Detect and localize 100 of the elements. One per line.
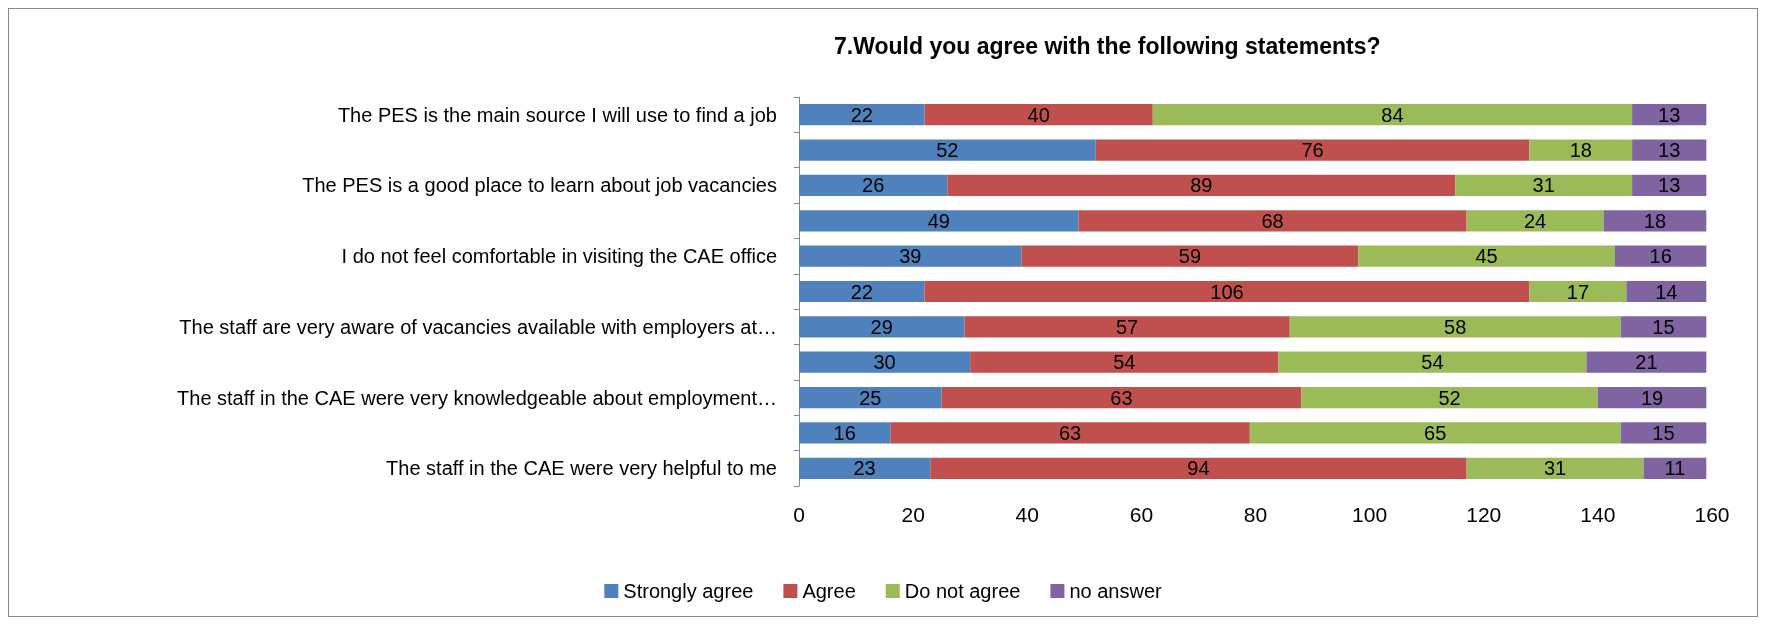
x-tick-label: 60 xyxy=(1129,503,1154,526)
bar xyxy=(799,457,931,479)
bar xyxy=(1301,386,1598,409)
data-label: 15 xyxy=(1652,421,1675,444)
bar xyxy=(1249,422,1621,444)
data-label: 57 xyxy=(1115,315,1139,338)
data-label: 59 xyxy=(1178,245,1201,268)
data-label: 52 xyxy=(936,139,959,162)
data-label: 58 xyxy=(1444,315,1467,338)
data-label: 19 xyxy=(1640,386,1664,409)
bar xyxy=(1078,210,1467,232)
data-label: 18 xyxy=(1569,139,1592,162)
legend-label: Do not agree xyxy=(904,580,1021,602)
bar xyxy=(1632,174,1707,197)
bar xyxy=(1021,245,1359,267)
y-tick-label: The PES is the main source I will use to find a job xyxy=(337,103,777,126)
data-label: 18 xyxy=(1643,209,1667,232)
data-label: 39 xyxy=(899,245,922,268)
data-label: 13 xyxy=(1658,139,1681,162)
bar xyxy=(1358,245,1615,267)
data-label: 84 xyxy=(1381,103,1404,126)
data-label: 94 xyxy=(1187,457,1210,480)
bar xyxy=(1614,245,1707,267)
bar xyxy=(1095,139,1530,161)
data-label: 54 xyxy=(1113,351,1136,374)
bar xyxy=(799,422,891,444)
x-tick-label: 80 xyxy=(1243,503,1268,526)
data-label: 13 xyxy=(1658,103,1681,126)
data-label: 25 xyxy=(859,386,882,409)
bar xyxy=(1455,174,1633,197)
data-label: 76 xyxy=(1301,139,1324,162)
bar xyxy=(1466,210,1604,232)
bar xyxy=(1529,280,1627,303)
bar xyxy=(1466,457,1644,479)
bar xyxy=(1632,139,1707,161)
data-label: 52 xyxy=(1438,386,1461,409)
x-tick-label: 100 xyxy=(1352,503,1388,526)
data-label: 31 xyxy=(1543,457,1567,480)
data-label: 89 xyxy=(1190,174,1213,197)
legend-label: Agree xyxy=(802,580,856,602)
bar xyxy=(924,104,1153,126)
data-label: 22 xyxy=(850,280,873,303)
data-label: 13 xyxy=(1658,174,1681,197)
bar xyxy=(970,351,1279,373)
data-label: 11 xyxy=(1664,457,1686,480)
y-tick-label: The PES is a good place to learn about job vacancies xyxy=(302,174,777,197)
x-tick-label: 20 xyxy=(901,503,925,526)
bar xyxy=(947,174,1456,197)
legend-label: no answer xyxy=(1069,580,1163,602)
data-label: 16 xyxy=(833,421,856,444)
x-tick-label: 120 xyxy=(1466,503,1502,526)
data-label: 21 xyxy=(1635,351,1658,374)
bar xyxy=(799,245,1022,267)
x-tick-label: 40 xyxy=(1015,503,1039,526)
data-label: 15 xyxy=(1652,315,1675,338)
bar xyxy=(799,104,925,126)
legend-label: Strongly agree xyxy=(623,580,754,602)
y-tick-label: The staff in the CAE were very knowledgeable about employment… xyxy=(177,386,777,409)
data-label: 17 xyxy=(1566,280,1590,303)
data-label: 26 xyxy=(862,174,885,197)
data-label: 65 xyxy=(1424,421,1447,444)
data-label: 29 xyxy=(870,315,893,338)
bar xyxy=(890,422,1250,444)
x-tick-label: 0 xyxy=(793,503,805,526)
bar xyxy=(1603,210,1707,232)
bar xyxy=(799,316,965,338)
bar xyxy=(1597,386,1707,409)
bar xyxy=(799,280,925,303)
x-tick-label: 140 xyxy=(1580,503,1616,526)
bar xyxy=(799,174,948,197)
bar xyxy=(941,386,1302,409)
bar xyxy=(964,316,1290,338)
data-label: 63 xyxy=(1110,386,1133,409)
data-label: 14 xyxy=(1655,280,1678,303)
bar xyxy=(799,210,1079,232)
bar xyxy=(1529,139,1633,161)
data-label: 63 xyxy=(1058,421,1082,444)
bar xyxy=(930,457,1467,479)
data-label: 31 xyxy=(1532,174,1555,197)
bar xyxy=(1620,422,1707,444)
bar xyxy=(924,280,1530,303)
data-label: 45 xyxy=(1475,245,1498,268)
data-label: 54 xyxy=(1421,351,1444,374)
bar xyxy=(799,139,1096,161)
bar xyxy=(1620,316,1707,338)
bar xyxy=(1278,351,1587,373)
bar xyxy=(1289,316,1621,338)
y-tick-label: The staff in the CAE were very helpful to me xyxy=(386,457,777,480)
data-label: 22 xyxy=(850,103,873,126)
y-tick-label: The staff are very aware of vacancies available with employers at… xyxy=(179,315,777,338)
x-tick-label: 160 xyxy=(1694,503,1730,526)
bar xyxy=(799,351,971,373)
bar xyxy=(1152,104,1633,126)
data-label: 16 xyxy=(1649,245,1672,268)
data-label: 23 xyxy=(853,457,876,480)
bar xyxy=(799,386,942,409)
data-label: 106 xyxy=(1210,280,1244,303)
y-tick-label: I do not feel comfortable in visiting the CAE office xyxy=(341,245,777,268)
bar xyxy=(1626,280,1707,303)
bar xyxy=(1632,104,1707,126)
